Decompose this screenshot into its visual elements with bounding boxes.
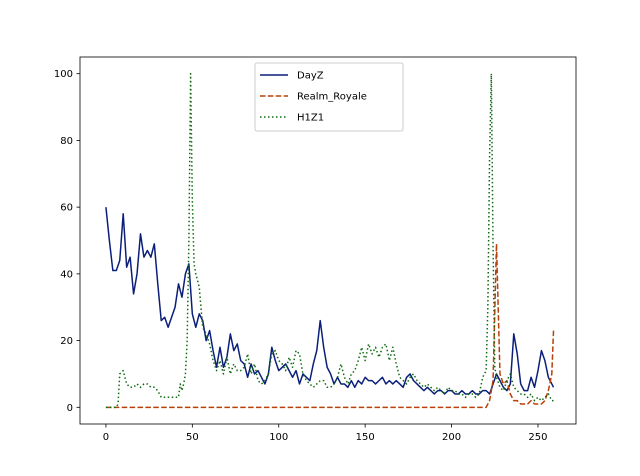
y-tick-label: 40 xyxy=(60,269,73,280)
legend: DayZ Realm_Royale H1Z1 xyxy=(254,62,404,132)
series-layer xyxy=(105,72,555,409)
legend-box xyxy=(254,62,404,132)
y-tick-label: 80 xyxy=(60,136,73,147)
series-line-realm-royale xyxy=(105,243,555,409)
series-line-h1z1 xyxy=(105,72,554,409)
y-tick-label: 100 xyxy=(54,69,73,80)
axes-layer: 0 50 100 150 200 250 0 20 40 60 80 100 xyxy=(54,56,577,443)
y-tick-label: 60 xyxy=(60,203,73,214)
legend-label-realm-royale: Realm_Royale xyxy=(297,92,367,103)
y-tick-label: 0 xyxy=(67,403,73,414)
legend-label-h1z1: H1Z1 xyxy=(297,113,324,124)
series-line-dayz xyxy=(105,207,555,395)
x-tick-label: 50 xyxy=(186,432,199,443)
x-tick-label: 200 xyxy=(442,432,461,443)
plot-frame xyxy=(79,56,577,425)
x-tick-label: 250 xyxy=(528,432,547,443)
x-tick-label: 100 xyxy=(269,432,288,443)
x-tick-label: 0 xyxy=(103,432,109,443)
legend-label-dayz: DayZ xyxy=(297,71,324,82)
y-tick-label: 20 xyxy=(60,336,73,347)
x-tick-label: 150 xyxy=(356,432,375,443)
